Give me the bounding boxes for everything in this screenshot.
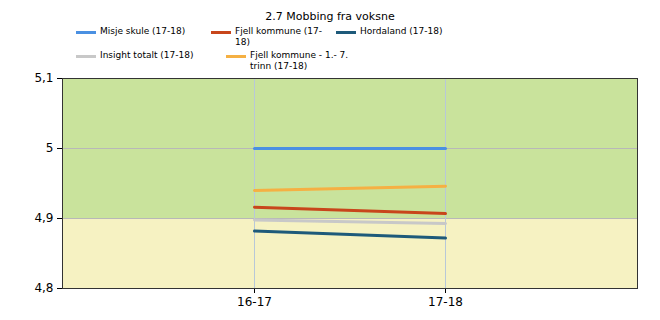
svg-text:4,8: 4,8 — [34, 281, 53, 295]
svg-text:4,9: 4,9 — [34, 211, 53, 225]
html-text:Misje skule (17-18): Misje skule (17-18) — [100, 26, 186, 36]
svg-text:5: 5 — [46, 141, 54, 155]
svg-text:17-18: 17-18 — [428, 295, 463, 309]
html-text:Insight totalt (17-18): Insight totalt (17-18) — [100, 50, 194, 60]
svg-text:5,1: 5,1 — [34, 71, 53, 85]
html-text:2.7 Mobbing fra voksne: 2.7 Mobbing fra voksne — [265, 10, 395, 23]
html-text:Fjell kommune - 1.- 7. trinn (: Fjell kommune - 1.- 7. trinn (17-18) — [250, 50, 349, 71]
html-text:Fjell kommune (17-18): Fjell kommune (17-18) — [235, 26, 322, 47]
svg-text:16-17: 16-17 — [237, 295, 272, 309]
html-text:Hordaland (17-18): Hordaland (17-18) — [360, 26, 443, 36]
